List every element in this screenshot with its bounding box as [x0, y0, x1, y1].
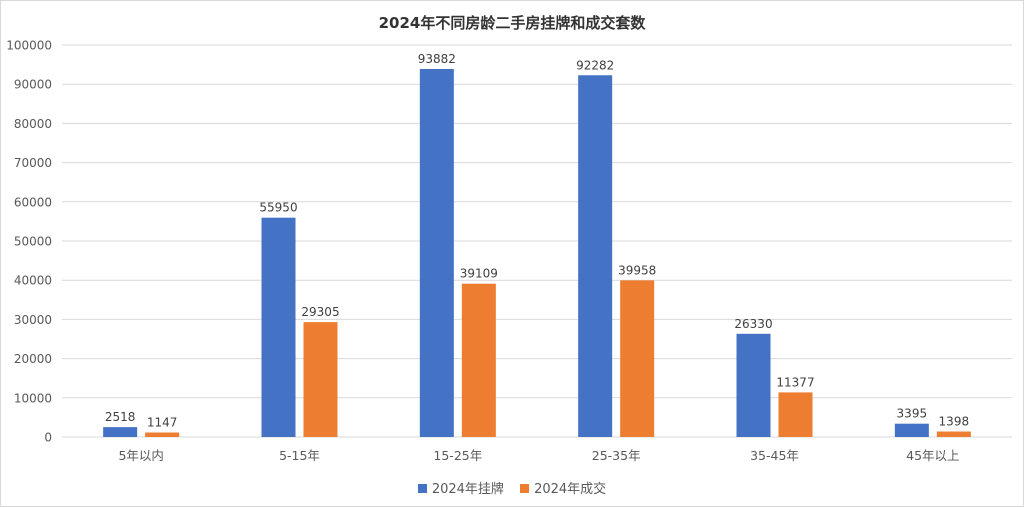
data-label: 26330: [734, 317, 772, 331]
bar: [736, 333, 771, 437]
legend-swatch-deal: [520, 484, 530, 493]
data-label: 55950: [259, 201, 297, 215]
x-tick-label: 25-35年: [592, 448, 641, 463]
legend-label-deal: 2024年成交: [534, 482, 607, 497]
x-tick-label: 35-45年: [750, 448, 799, 463]
y-tick-label: 10000: [14, 391, 52, 405]
legend-swatch-listing: [417, 484, 427, 493]
legend: 2024年挂牌 2024年成交: [0, 478, 1024, 497]
y-axis-ticks: 0 10000 20000 30000 40000 50000 60000 70000 8000…: [6, 39, 52, 445]
bar: [578, 75, 613, 437]
y-tick-label: 40000: [14, 274, 52, 288]
y-tick-label: 100000: [6, 39, 52, 53]
data-label: 3395: [897, 407, 928, 421]
y-tick-label: 70000: [14, 156, 52, 170]
bar: [261, 217, 296, 437]
data-label: 11377: [776, 375, 814, 389]
chart-title: 2024年不同房龄二手房挂牌和成交套数: [378, 14, 646, 32]
x-axis-ticks: 5年以内 5-15年 15-25年 25-35年 35-45年 45年以上: [118, 448, 959, 463]
x-tick-label: 45年以上: [906, 448, 959, 463]
data-label: 29305: [301, 305, 339, 319]
data-label: 1398: [939, 415, 970, 429]
data-label: 92282: [576, 58, 614, 72]
x-tick-label: 15-25年: [433, 448, 482, 463]
data-label: 39958: [618, 263, 656, 277]
bar: [145, 432, 180, 437]
data-label: 2518: [105, 410, 136, 424]
legend-item-listing: 2024年挂牌: [417, 478, 504, 497]
gridlines: [62, 44, 1012, 399]
data-label: 93882: [418, 52, 456, 66]
data-label: 1147: [147, 416, 178, 430]
data-label: 39109: [460, 267, 498, 281]
data-labels: 2518 1147 55950 29305 93882 39109 92282 39958 26…: [105, 52, 969, 430]
y-tick-label: 80000: [14, 117, 52, 131]
bar: [103, 427, 138, 437]
bar: [303, 322, 338, 437]
bars: [103, 68, 971, 438]
x-tick-label: 5-15年: [279, 448, 320, 463]
bar: [461, 283, 496, 437]
bar: [936, 431, 971, 437]
y-tick-label: 90000: [14, 78, 52, 92]
legend-item-deal: 2024年成交: [520, 478, 606, 497]
bar: [778, 392, 813, 437]
bar: [419, 68, 454, 438]
y-tick-label: 0: [44, 431, 52, 445]
y-tick-label: 60000: [14, 195, 52, 209]
y-tick-label: 20000: [14, 352, 52, 366]
bar: [894, 423, 929, 437]
y-tick-label: 50000: [14, 235, 52, 249]
legend-label-listing: 2024年挂牌: [431, 482, 504, 497]
bar: [620, 280, 655, 437]
y-tick-label: 30000: [14, 313, 52, 327]
x-tick-label: 5年以内: [118, 448, 163, 463]
